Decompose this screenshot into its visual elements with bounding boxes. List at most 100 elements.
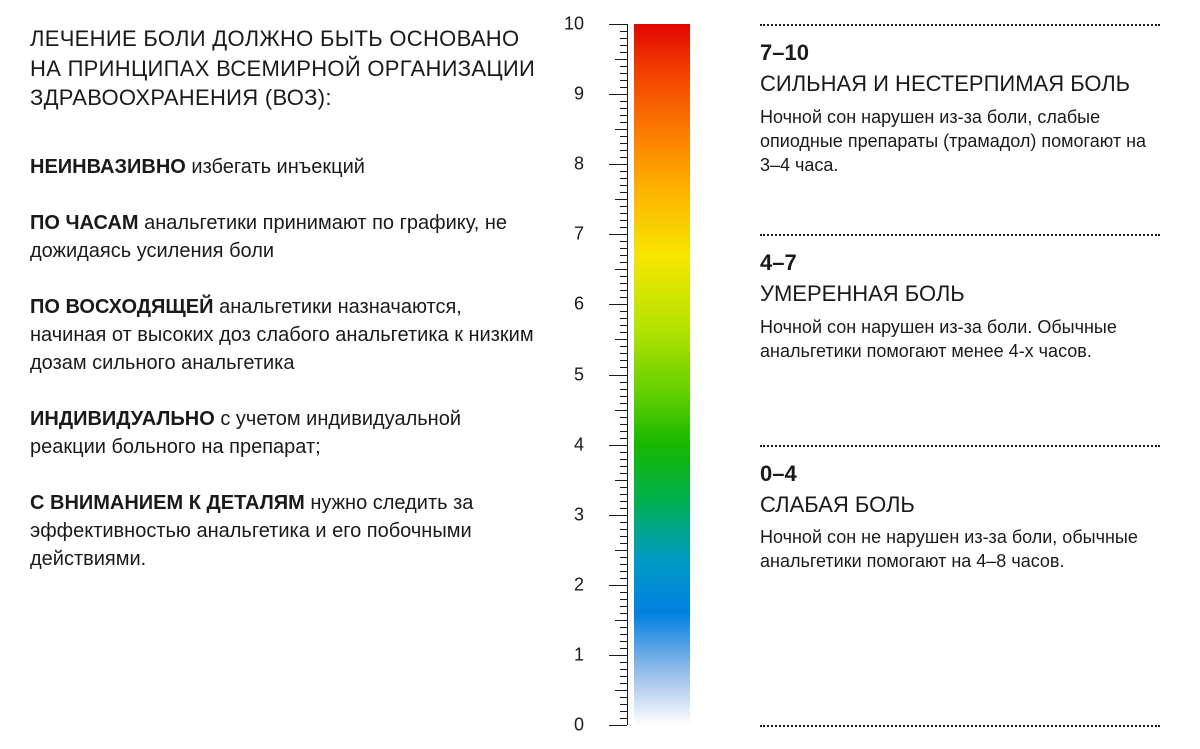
principle-key: НЕИНВАЗИВНО xyxy=(30,156,186,178)
ruler-tick xyxy=(620,459,627,460)
ruler-tick xyxy=(620,508,627,509)
ruler-tick xyxy=(620,80,627,81)
principles-list: НЕИНВАЗИВНО избегать инъекцийПО ЧАСАМ ан… xyxy=(30,153,540,573)
ruler-tick xyxy=(620,220,627,221)
ruler-tick xyxy=(620,613,627,614)
ruler-tick xyxy=(620,353,627,354)
ruler-tick xyxy=(615,59,627,60)
ruler-tick xyxy=(620,382,627,383)
ruler-tick xyxy=(620,543,627,544)
section-divider xyxy=(760,445,1160,447)
ruler-tick xyxy=(620,466,627,467)
ruler-tick xyxy=(620,606,627,607)
ruler-tick xyxy=(620,529,627,530)
ruler-tick xyxy=(620,213,627,214)
gradient-bar xyxy=(634,24,690,725)
ruler-tick xyxy=(609,515,627,516)
ruler-tick xyxy=(620,536,627,537)
principle-item: С ВНИМАНИЕМ К ДЕТАЛЯМ нужно следить за э… xyxy=(30,489,540,573)
ruler-tick xyxy=(620,571,627,572)
ruler-ticks xyxy=(590,24,628,725)
ruler-tick xyxy=(609,655,627,656)
ruler-tick xyxy=(620,417,627,418)
ruler-tick xyxy=(615,269,627,270)
ruler-tick xyxy=(620,599,627,600)
right-column: 7–10 СИЛЬНАЯ И НЕСТЕРПИМАЯ БОЛЬ Ночной сон… xyxy=(730,24,1170,725)
ruler-tick xyxy=(620,206,627,207)
ruler-tick xyxy=(620,662,627,663)
ruler-tick xyxy=(620,473,627,474)
ruler-tick xyxy=(609,445,627,446)
axis-tick-label: 4 xyxy=(574,434,584,455)
ruler-tick xyxy=(620,648,627,649)
ruler-tick xyxy=(620,578,627,579)
section-title: СИЛЬНАЯ И НЕСТЕРПИМАЯ БОЛЬ xyxy=(760,70,1160,99)
ruler-tick xyxy=(620,704,627,705)
left-column: ЛЕЧЕНИЕ БОЛИ ДОЛЖНО БЫТЬ ОСНОВАНО НА ПРИ… xyxy=(30,24,560,725)
axis-tick-label: 0 xyxy=(574,715,584,736)
ruler-tick xyxy=(620,592,627,593)
ruler-tick xyxy=(620,283,627,284)
ruler-tick xyxy=(620,87,627,88)
ruler-tick xyxy=(620,227,627,228)
ruler-tick xyxy=(620,255,627,256)
axis-tick-label: 9 xyxy=(574,84,584,105)
ruler-tick xyxy=(620,290,627,291)
ruler-tick xyxy=(620,248,627,249)
ruler-tick xyxy=(620,66,627,67)
ruler-tick xyxy=(620,683,627,684)
ruler-tick xyxy=(620,332,627,333)
pain-section: 4–7УМЕРЕННАЯ БОЛЬНочной сон нарушен из-з… xyxy=(760,250,1160,363)
ruler-tick xyxy=(609,304,627,305)
section-divider xyxy=(760,234,1160,236)
pain-section: 0–4СЛАБАЯ БОЛЬНочной сон не нарушен из-з… xyxy=(760,461,1160,574)
ruler-tick xyxy=(620,634,627,635)
ruler-tick xyxy=(620,346,627,347)
ruler-tick xyxy=(615,410,627,411)
axis-tick-label: 6 xyxy=(574,294,584,315)
principle-item: НЕИНВАЗИВНО избегать инъекций xyxy=(30,153,540,181)
ruler-tick xyxy=(620,452,627,453)
ruler-tick xyxy=(615,199,627,200)
ruler-tick xyxy=(615,480,627,481)
ruler-tick xyxy=(620,718,627,719)
ruler-tick xyxy=(620,185,627,186)
ruler-tick xyxy=(620,564,627,565)
ruler-tick xyxy=(620,150,627,151)
section-desc: Ночной сон нарушен из-за боли, слабые оп… xyxy=(760,105,1160,178)
section-desc: Ночной сон нарушен из-за боли. Обычные а… xyxy=(760,315,1160,364)
principle-item: ПО ВОСХОДЯЩЕЙ анальгетики назначаются, н… xyxy=(30,293,540,377)
ruler-tick xyxy=(620,627,627,628)
principle-key: ПО ЧАСАМ xyxy=(30,212,139,234)
ruler-tick xyxy=(620,143,627,144)
ruler-tick xyxy=(615,550,627,551)
pain-section: 7–10 СИЛЬНАЯ И НЕСТЕРПИМАЯ БОЛЬ Ночной сон… xyxy=(760,40,1160,177)
ruler-tick xyxy=(620,522,627,523)
principle-key: ПО ВОСХОДЯЩЕЙ xyxy=(30,296,214,318)
principle-key: ИНДИВИДУАЛЬНО xyxy=(30,408,215,430)
ruler-tick xyxy=(620,669,627,670)
ruler-tick xyxy=(620,31,627,32)
ruler-tick xyxy=(620,641,627,642)
ruler-tick xyxy=(609,234,627,235)
scale-column: 012345678910 xyxy=(560,24,730,725)
ruler-tick xyxy=(615,620,627,621)
ruler-tick xyxy=(615,339,627,340)
axis-tick-label: 2 xyxy=(574,574,584,595)
ruler-tick xyxy=(620,297,627,298)
principle-text: избегать инъекций xyxy=(186,156,365,178)
ruler-tick xyxy=(620,438,627,439)
axis-tick-label: 5 xyxy=(574,364,584,385)
ruler-tick xyxy=(620,311,627,312)
ruler-tick xyxy=(620,403,627,404)
ruler-tick xyxy=(620,108,627,109)
ruler-tick xyxy=(620,157,627,158)
ruler-tick xyxy=(609,725,627,726)
ruler-tick xyxy=(620,171,627,172)
ruler-tick xyxy=(620,676,627,677)
ruler-tick xyxy=(620,494,627,495)
axis-tick-label: 10 xyxy=(564,14,584,35)
section-range: 7–10 xyxy=(760,40,1160,66)
ruler-tick xyxy=(620,101,627,102)
ruler-tick xyxy=(620,192,627,193)
